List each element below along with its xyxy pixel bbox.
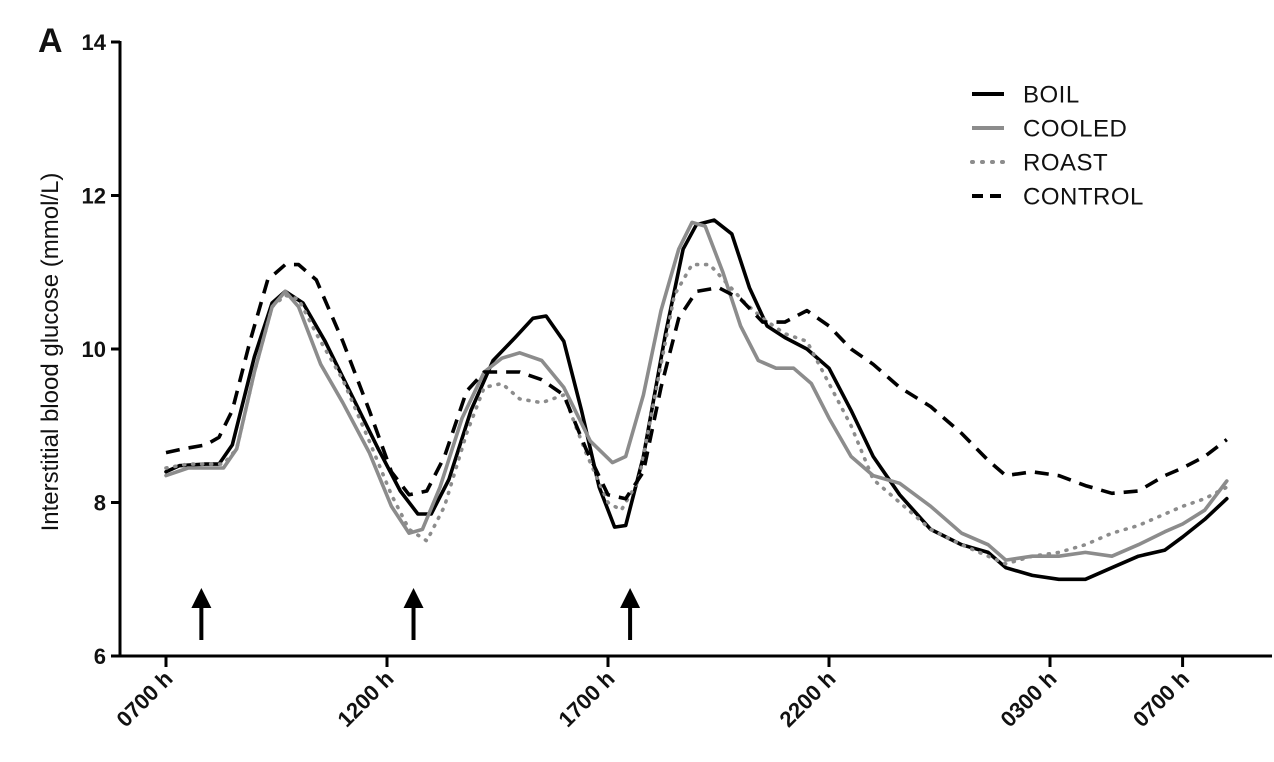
meal-arrow-2 xyxy=(620,588,641,640)
x-axis: 0700 h 1200 h 1700 h 2200 h 0300 h 0700 h xyxy=(111,654,1272,732)
meal-arrow-head-0 xyxy=(191,588,212,608)
y-tick-label-1: 8 xyxy=(94,491,106,516)
series-line-control xyxy=(165,262,1228,501)
x-tick-label-0: 0700 h xyxy=(111,666,177,732)
meal-arrows xyxy=(191,588,641,640)
series-layer xyxy=(164,218,1229,582)
x-tick-label-2: 1700 h xyxy=(553,666,619,732)
legend: BOIL COOLED ROAST CONTROL xyxy=(970,82,1144,211)
series-line-roast xyxy=(164,262,1229,566)
y-tick-label-3: 12 xyxy=(82,184,106,209)
x-tick-label-5: 0700 h xyxy=(1128,666,1194,732)
series-line-cooled xyxy=(164,220,1229,562)
y-tick-label-4: 14 xyxy=(82,30,107,55)
legend-label-cooled: COOLED xyxy=(1023,116,1127,143)
x-tick-label-1: 1200 h xyxy=(332,666,398,732)
x-tick-label-3: 2200 h xyxy=(774,666,840,732)
legend-label-boil: BOIL xyxy=(1023,82,1080,109)
y-axis-label: Interstitial blood glucose (mmol/L) xyxy=(37,173,64,532)
series-line-boil xyxy=(164,218,1229,582)
legend-label-roast: ROAST xyxy=(1023,150,1108,177)
x-tick-label-4: 0300 h xyxy=(995,666,1061,732)
meal-arrow-0 xyxy=(191,588,212,640)
y-tick-label-0: 6 xyxy=(94,644,106,669)
meal-arrow-1 xyxy=(403,588,424,640)
panel-label: A xyxy=(38,22,63,60)
y-tick-label-2: 10 xyxy=(82,337,106,362)
y-axis: 6 8 10 12 14 xyxy=(82,30,122,669)
legend-label-control: CONTROL xyxy=(1023,184,1144,211)
meal-arrow-head-1 xyxy=(403,588,424,608)
meal-arrow-head-2 xyxy=(620,588,641,608)
